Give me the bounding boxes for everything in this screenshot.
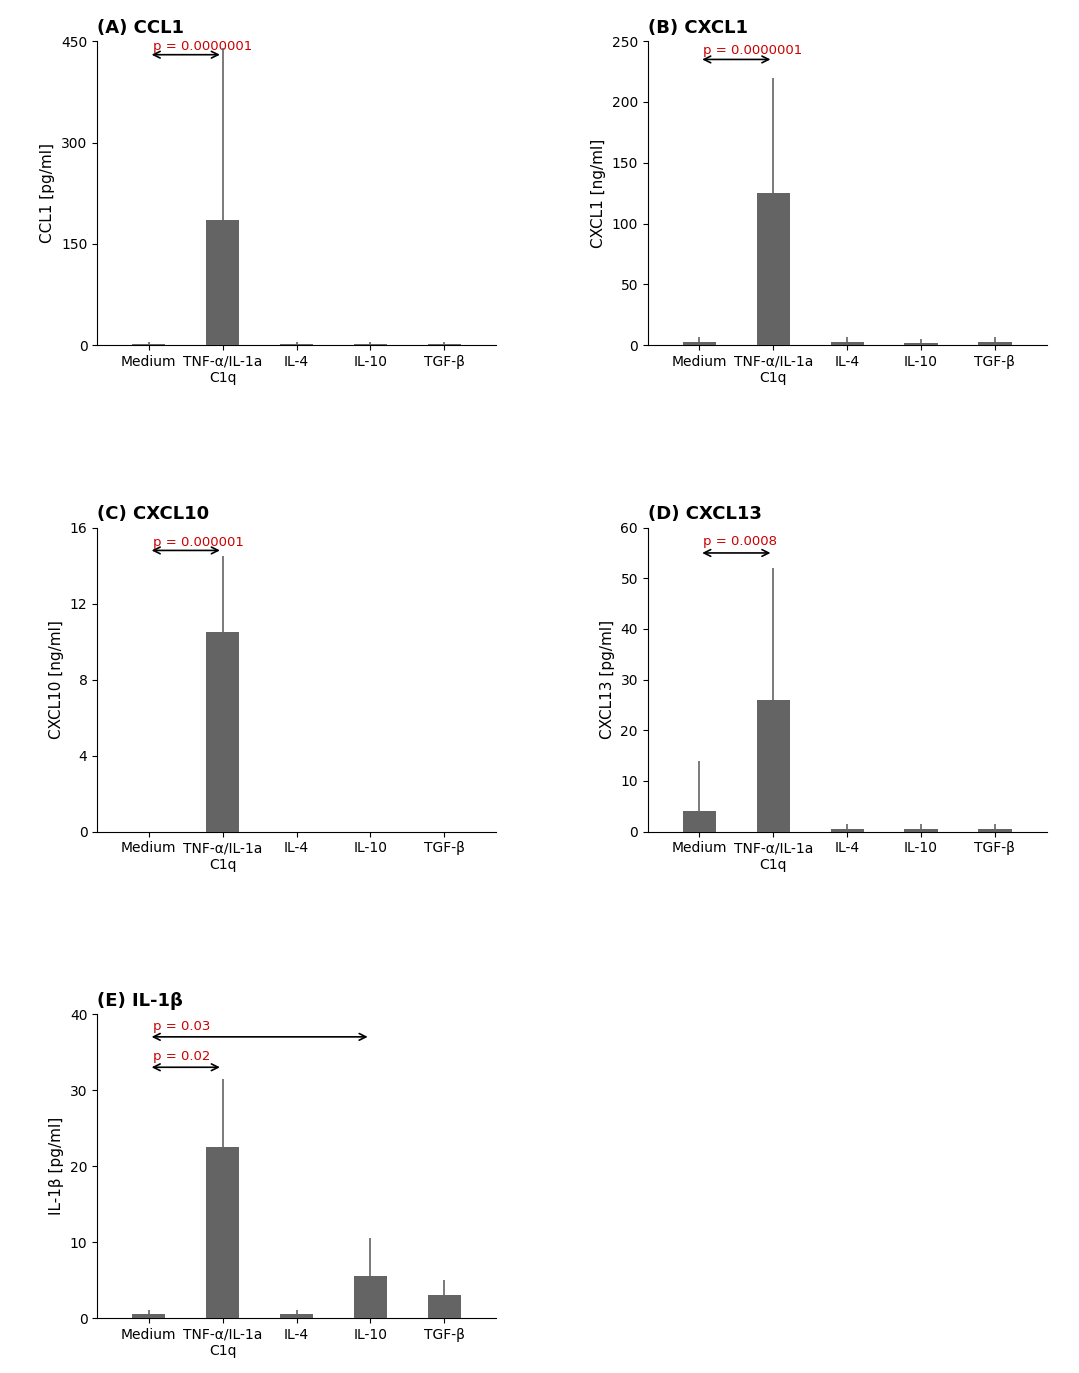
Text: (D) CXCL13: (D) CXCL13 [647,505,762,523]
Text: (A) CCL1: (A) CCL1 [97,19,185,37]
Bar [979,829,1011,832]
Y-axis label: CCL1 [pg/ml]: CCL1 [pg/ml] [40,143,55,243]
Y-axis label: CXCL13 [pg/ml]: CXCL13 [pg/ml] [600,621,615,739]
Text: (B) CXCL1: (B) CXCL1 [647,19,748,37]
Text: p = 0.02: p = 0.02 [152,1050,210,1064]
Bar [683,811,716,832]
Bar [904,829,938,832]
Bar [206,632,240,832]
Text: (E) IL-1β: (E) IL-1β [97,991,183,1009]
Bar [756,194,790,345]
Text: p = 0.000001: p = 0.000001 [152,535,244,549]
Text: p = 0.0000001: p = 0.0000001 [152,40,251,54]
Bar [133,1314,165,1318]
Bar [904,343,938,345]
Y-axis label: IL-1β [pg/ml]: IL-1β [pg/ml] [50,1118,65,1215]
Y-axis label: CXCL10 [ng/ml]: CXCL10 [ng/ml] [49,621,64,739]
Bar [979,342,1011,345]
Bar [427,1295,461,1318]
Bar [756,700,790,832]
Text: (C) CXCL10: (C) CXCL10 [97,505,209,523]
Bar [206,220,240,345]
Text: p = 0.0000001: p = 0.0000001 [704,44,803,58]
Text: p = 0.0008: p = 0.0008 [704,535,777,548]
Bar [831,342,864,345]
Bar [354,1277,387,1318]
Bar [831,829,864,832]
Bar [279,1314,313,1318]
Text: p = 0.03: p = 0.03 [152,1020,210,1032]
Bar [683,342,716,345]
Bar [206,1146,240,1318]
Y-axis label: CXCL1 [ng/ml]: CXCL1 [ng/ml] [591,139,606,247]
